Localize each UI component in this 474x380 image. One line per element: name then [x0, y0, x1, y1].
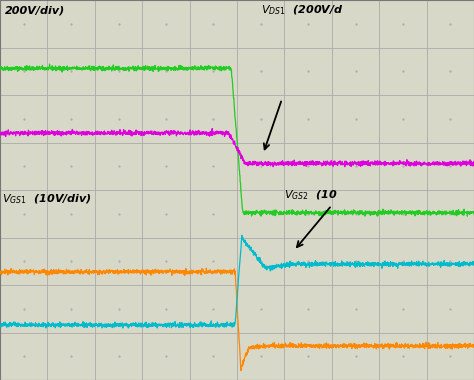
Text: $V_{DS1}$  (200V/d: $V_{DS1}$ (200V/d	[261, 4, 343, 17]
Text: 200V/div): 200V/div)	[5, 6, 65, 16]
Text: $V_{GS1}$  (10V/div): $V_{GS1}$ (10V/div)	[2, 192, 92, 206]
Text: $V_{GS2}$  (10: $V_{GS2}$ (10	[284, 188, 338, 202]
